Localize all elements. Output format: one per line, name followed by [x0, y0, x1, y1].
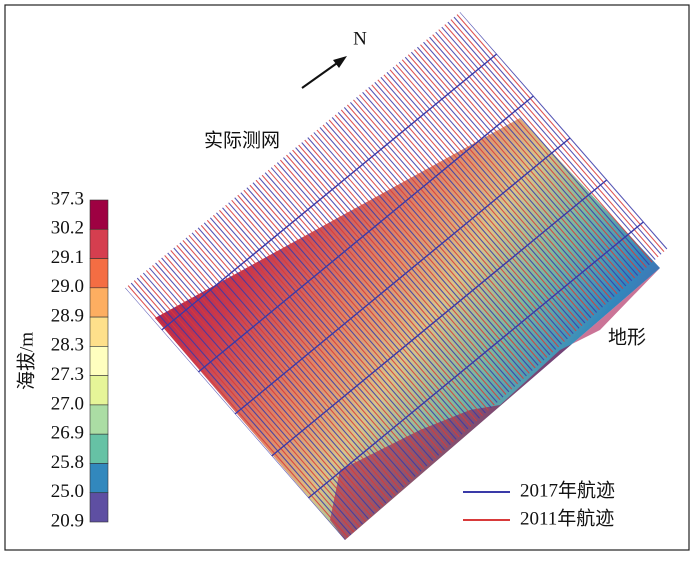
- frame: [4, 4, 690, 551]
- colorbar-tick-label: 28.3: [51, 335, 84, 356]
- colorbar-tick-label: 25.8: [51, 452, 84, 473]
- colorbar-tick-label: 27.3: [51, 364, 84, 385]
- colorbar-tick-label: 27.0: [51, 393, 84, 414]
- legend-label: 2017年航迹: [520, 479, 615, 501]
- cross-track: [271, 179, 608, 457]
- survey-label: 实际测网: [204, 129, 280, 151]
- colorbar-segment: [89, 492, 109, 523]
- legend: 2017年航迹 2011年航迹: [463, 479, 615, 529]
- colorbar-segment: [89, 199, 109, 230]
- colorbar-tick-label: 29.1: [51, 247, 84, 268]
- cross-track: [307, 221, 644, 499]
- colorbar-segment: [89, 433, 109, 464]
- terrain-low: [330, 268, 660, 540]
- colorbar-segment: [89, 258, 109, 289]
- legend-label: 2011年航迹: [520, 507, 614, 529]
- colorbar-tick-label: 30.2: [51, 218, 84, 239]
- colorbar-segment: [89, 463, 109, 494]
- colorbar-segment: [89, 404, 109, 435]
- colorbar: 37.3 30.2 29.1 29.0 28.9 28.3 27.3 27.0 26.9 25.8…: [51, 188, 109, 531]
- cross-track: [197, 95, 534, 373]
- north-label: N: [353, 28, 367, 49]
- colorbar-tick-label: 28.9: [51, 305, 84, 326]
- colorbar-tick-label: 25.0: [51, 481, 84, 502]
- cross-track: [161, 53, 498, 331]
- cross-track: [234, 137, 571, 415]
- terrain-label: 地形: [608, 326, 646, 348]
- north-arrow-head: [333, 56, 347, 68]
- north-arrow: [301, 60, 341, 89]
- colorbar-tick-label: 20.9: [51, 510, 84, 531]
- colorbar-segment: [89, 316, 109, 347]
- colorbar-segment: [89, 346, 109, 376]
- colorbar-segment: [89, 287, 109, 318]
- colorbar-segment: [89, 375, 109, 406]
- colorbar-tick-label: 26.9: [51, 423, 84, 444]
- survey-net: [125, 12, 668, 540]
- colorbar-tick-label: 29.0: [51, 276, 84, 297]
- colorbar-segment: [89, 228, 109, 259]
- colorbar-title: 海拔/m: [15, 332, 37, 390]
- colorbar-tick-label: 37.3: [51, 188, 84, 209]
